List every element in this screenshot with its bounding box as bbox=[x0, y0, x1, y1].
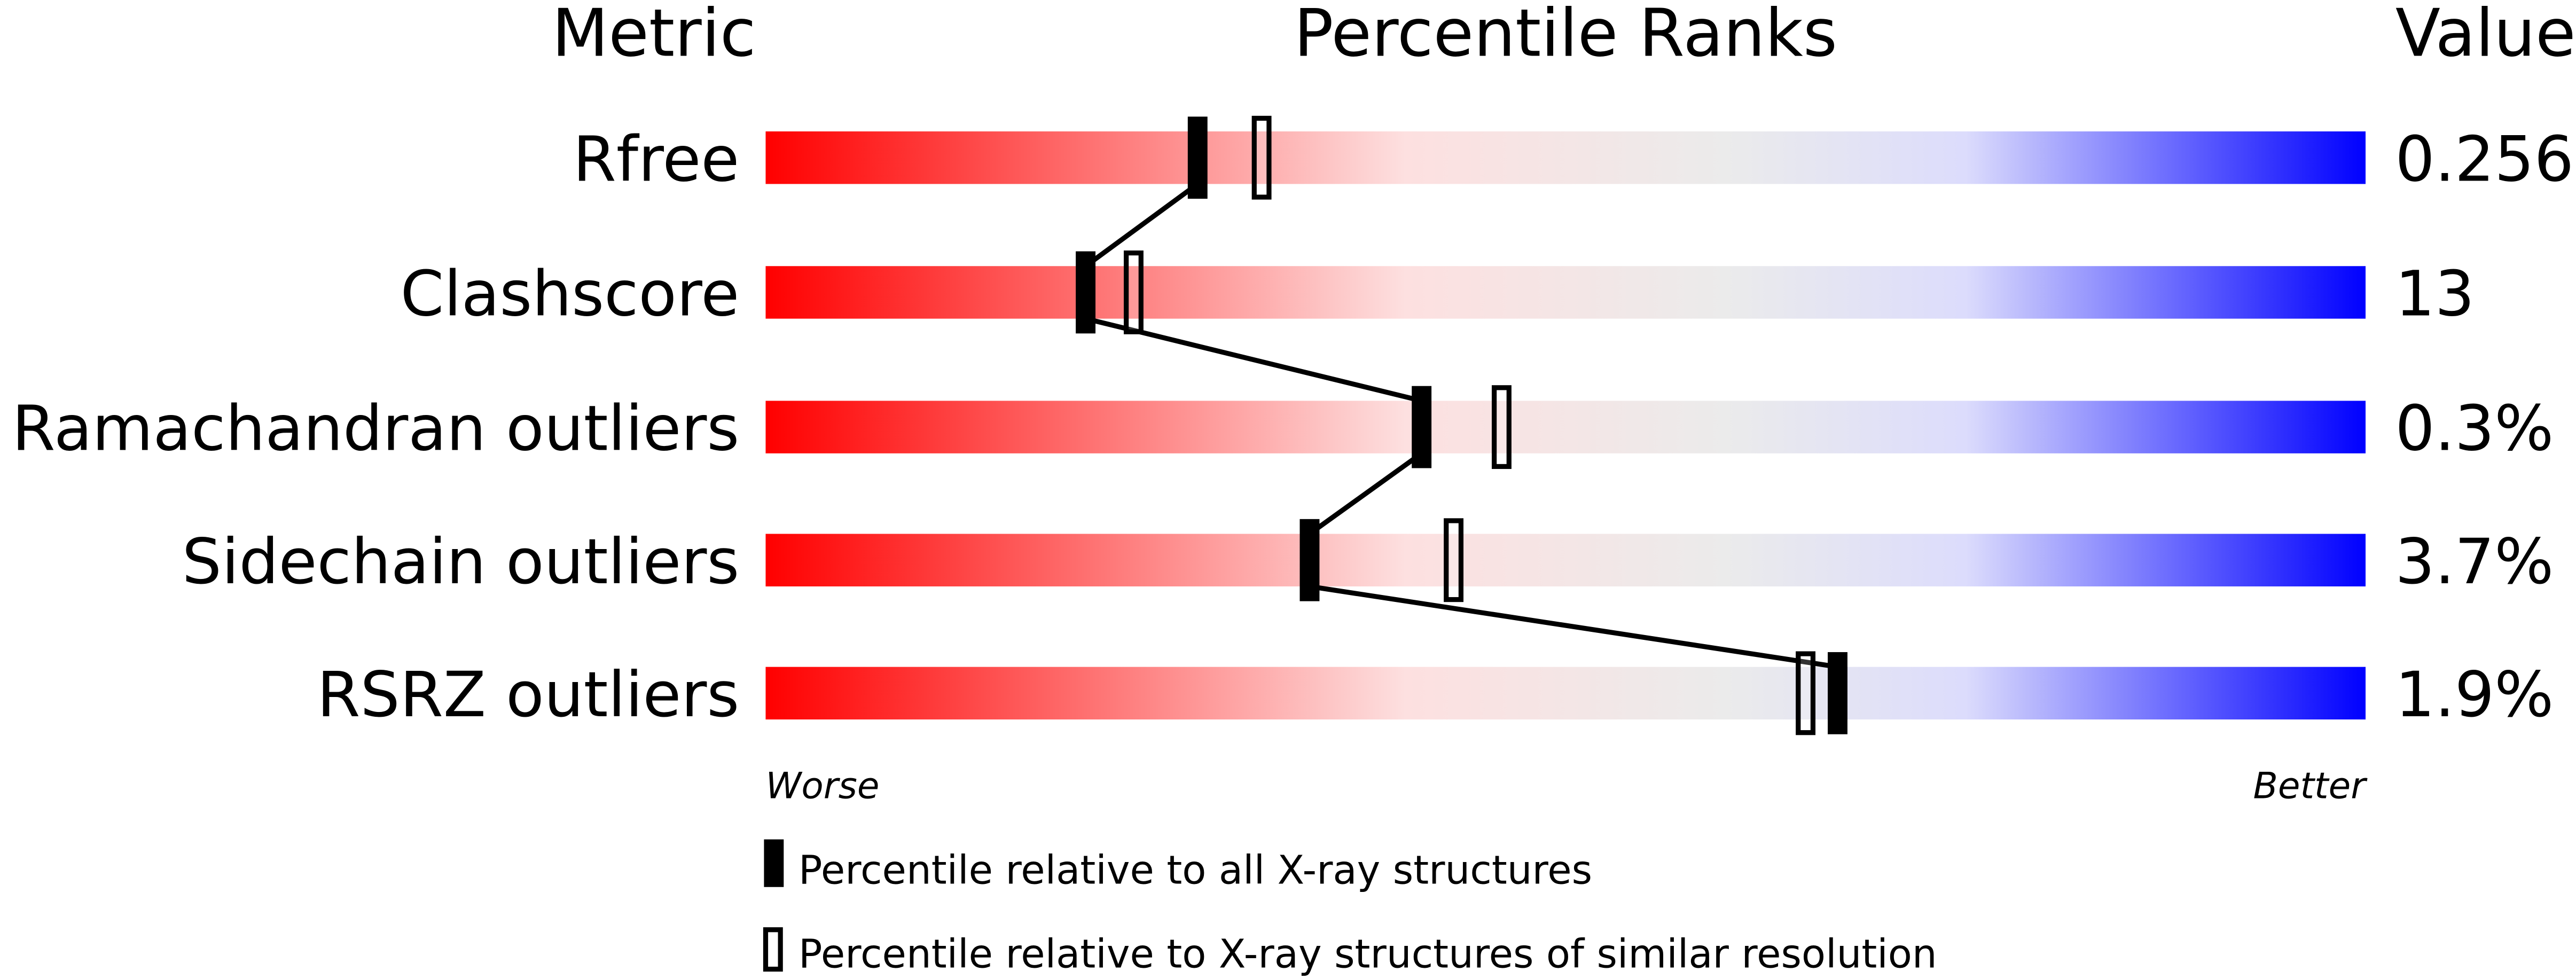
legend-open-marker bbox=[763, 927, 783, 972]
percentile-bar bbox=[765, 266, 2366, 319]
metric-value: 13 bbox=[2395, 257, 2475, 330]
all-structures-marker bbox=[1076, 251, 1096, 334]
percentile-bar bbox=[765, 131, 2366, 184]
metric-header: Metric bbox=[552, 0, 756, 72]
percentile-bar bbox=[765, 401, 2366, 453]
similar-resolution-marker bbox=[1796, 651, 1816, 735]
metric-value: 1.9% bbox=[2395, 659, 2554, 731]
percentile-ranks-header: Percentile Ranks bbox=[1294, 0, 1837, 72]
metric-label: Sidechain outliers bbox=[182, 526, 739, 598]
legend-similar-resolution: Percentile relative to X-ray structures … bbox=[798, 931, 1937, 977]
connector-line bbox=[1309, 584, 1838, 670]
metric-value: 0.256 bbox=[2395, 123, 2574, 195]
metric-label: Rfree bbox=[573, 123, 740, 195]
connector-line bbox=[1084, 182, 1200, 268]
value-header: Value bbox=[2395, 0, 2576, 72]
similar-resolution-marker bbox=[1124, 250, 1144, 334]
all-structures-marker bbox=[1828, 652, 1847, 734]
better-label: Better bbox=[2253, 765, 2368, 807]
metric-value: 3.7% bbox=[2395, 526, 2554, 598]
metric-label: RSRZ outliers bbox=[317, 659, 739, 731]
legend-all-structures: Percentile relative to all X-ray structu… bbox=[798, 848, 1592, 894]
percentile-bar bbox=[765, 667, 2366, 720]
percentile-bar bbox=[765, 534, 2366, 586]
metric-value: 0.3% bbox=[2395, 393, 2554, 465]
similar-resolution-marker bbox=[1251, 115, 1272, 200]
legend-filled-marker bbox=[764, 839, 784, 887]
connector-line bbox=[1308, 451, 1423, 536]
all-structures-marker bbox=[1412, 386, 1432, 468]
all-structures-marker bbox=[1187, 116, 1208, 199]
similar-resolution-marker bbox=[1444, 518, 1464, 602]
metric-label: Clashscore bbox=[401, 257, 740, 330]
metric-label: Ramachandran outliers bbox=[12, 393, 739, 465]
similar-resolution-marker bbox=[1491, 385, 1512, 469]
worse-label: Worse bbox=[765, 765, 879, 807]
all-structures-marker bbox=[1299, 519, 1320, 601]
